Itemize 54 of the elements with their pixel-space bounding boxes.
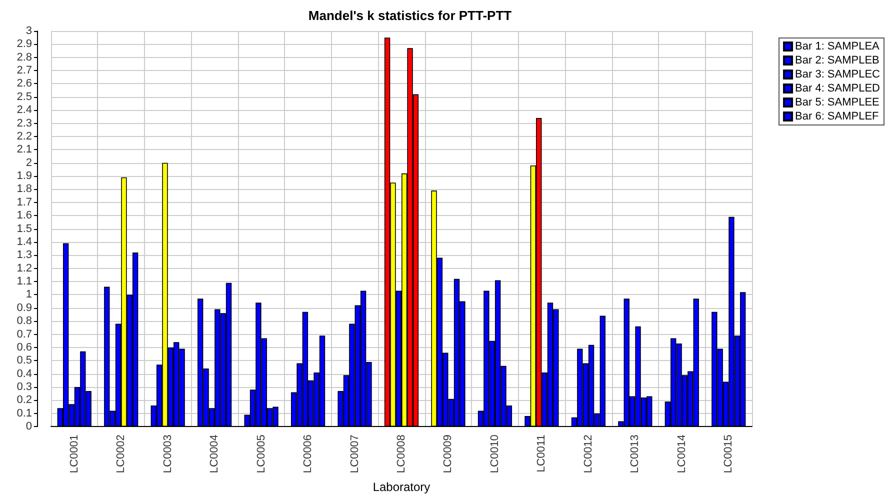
y-tick-label: 2.6: [16, 78, 32, 90]
x-tick-label: LC0010: [488, 434, 501, 474]
y-tick-label: 1.5: [16, 222, 32, 235]
x-tick-label: LC0001: [68, 434, 80, 474]
y-tick-label: 1.4: [16, 236, 32, 248]
y-tick-label: 1.9: [16, 170, 32, 182]
legend-label: Bar 5: SAMPLEE: [795, 96, 880, 108]
y-tick-label: 2.1: [16, 144, 32, 156]
y-tick-label: 1.3: [16, 249, 32, 262]
y-tick-label: 0.7: [16, 328, 32, 340]
x-tick-label: LC0006: [302, 434, 314, 474]
y-tick-label: 0: [26, 420, 32, 433]
chart-title: Mandel's k statistics for PTT-PTT: [308, 8, 512, 23]
y-tick-label: 1.6: [16, 210, 32, 222]
y-tick-label: 0.5: [16, 354, 32, 367]
x-tick-label: LC0003: [162, 434, 174, 474]
y-tick-label: 1: [26, 288, 32, 301]
y-tick-label: 2.7: [16, 64, 32, 77]
x-tick-label: LC0005: [255, 434, 268, 474]
x-tick-label: LC0013: [629, 434, 642, 474]
x-tick-label: LC0008: [396, 434, 408, 474]
legend-label: Bar 1: SAMPLEA: [795, 40, 880, 52]
x-tick-label: LC0011: [536, 434, 548, 472]
y-tick-label: 1.8: [16, 183, 32, 196]
y-tick-label: 0.8: [16, 315, 32, 328]
x-tick-label: LC0002: [115, 434, 128, 474]
y-tick-label: 2.8: [16, 51, 32, 64]
y-tick-label: 0.9: [16, 302, 32, 314]
y-tick-label: 2.3: [16, 117, 32, 130]
x-tick-label: LC0004: [208, 434, 221, 474]
y-tick-label: 0.6: [16, 341, 32, 354]
y-tick-label: 1.1: [16, 276, 32, 288]
y-tick-label: 0.4: [16, 368, 32, 380]
legend-label: Bar 4: SAMPLED: [795, 82, 880, 94]
y-tick-label: 0.2: [16, 394, 32, 406]
y-tick-label: 2.2: [16, 130, 32, 142]
y-tick-label: 0.1: [16, 407, 32, 420]
y-tick-label: 2.5: [16, 90, 32, 103]
y-tick-label: 2.4: [16, 104, 32, 116]
y-tick-label: 0.3: [16, 381, 32, 394]
legend-label: Bar 3: SAMPLEC: [795, 68, 880, 80]
x-tick-label: LC0014: [676, 434, 688, 474]
y-tick-label: 2: [26, 156, 32, 169]
y-tick-label: 1.7: [16, 196, 32, 208]
x-tick-label: LC0015: [722, 434, 735, 474]
y-tick-label: 3: [26, 25, 32, 37]
legend-label: Bar 2: SAMPLEB: [795, 54, 880, 66]
legend-label: Bar 6: SAMPLEF: [795, 110, 880, 122]
y-tick-label: 1.2: [16, 262, 32, 274]
y-tick-label: 2.9: [16, 38, 32, 50]
x-axis-title: Laboratory: [372, 480, 430, 494]
x-tick-label: LC0009: [442, 434, 454, 474]
x-tick-label: LC0012: [582, 434, 594, 474]
x-tick-label: LC0007: [348, 434, 361, 474]
